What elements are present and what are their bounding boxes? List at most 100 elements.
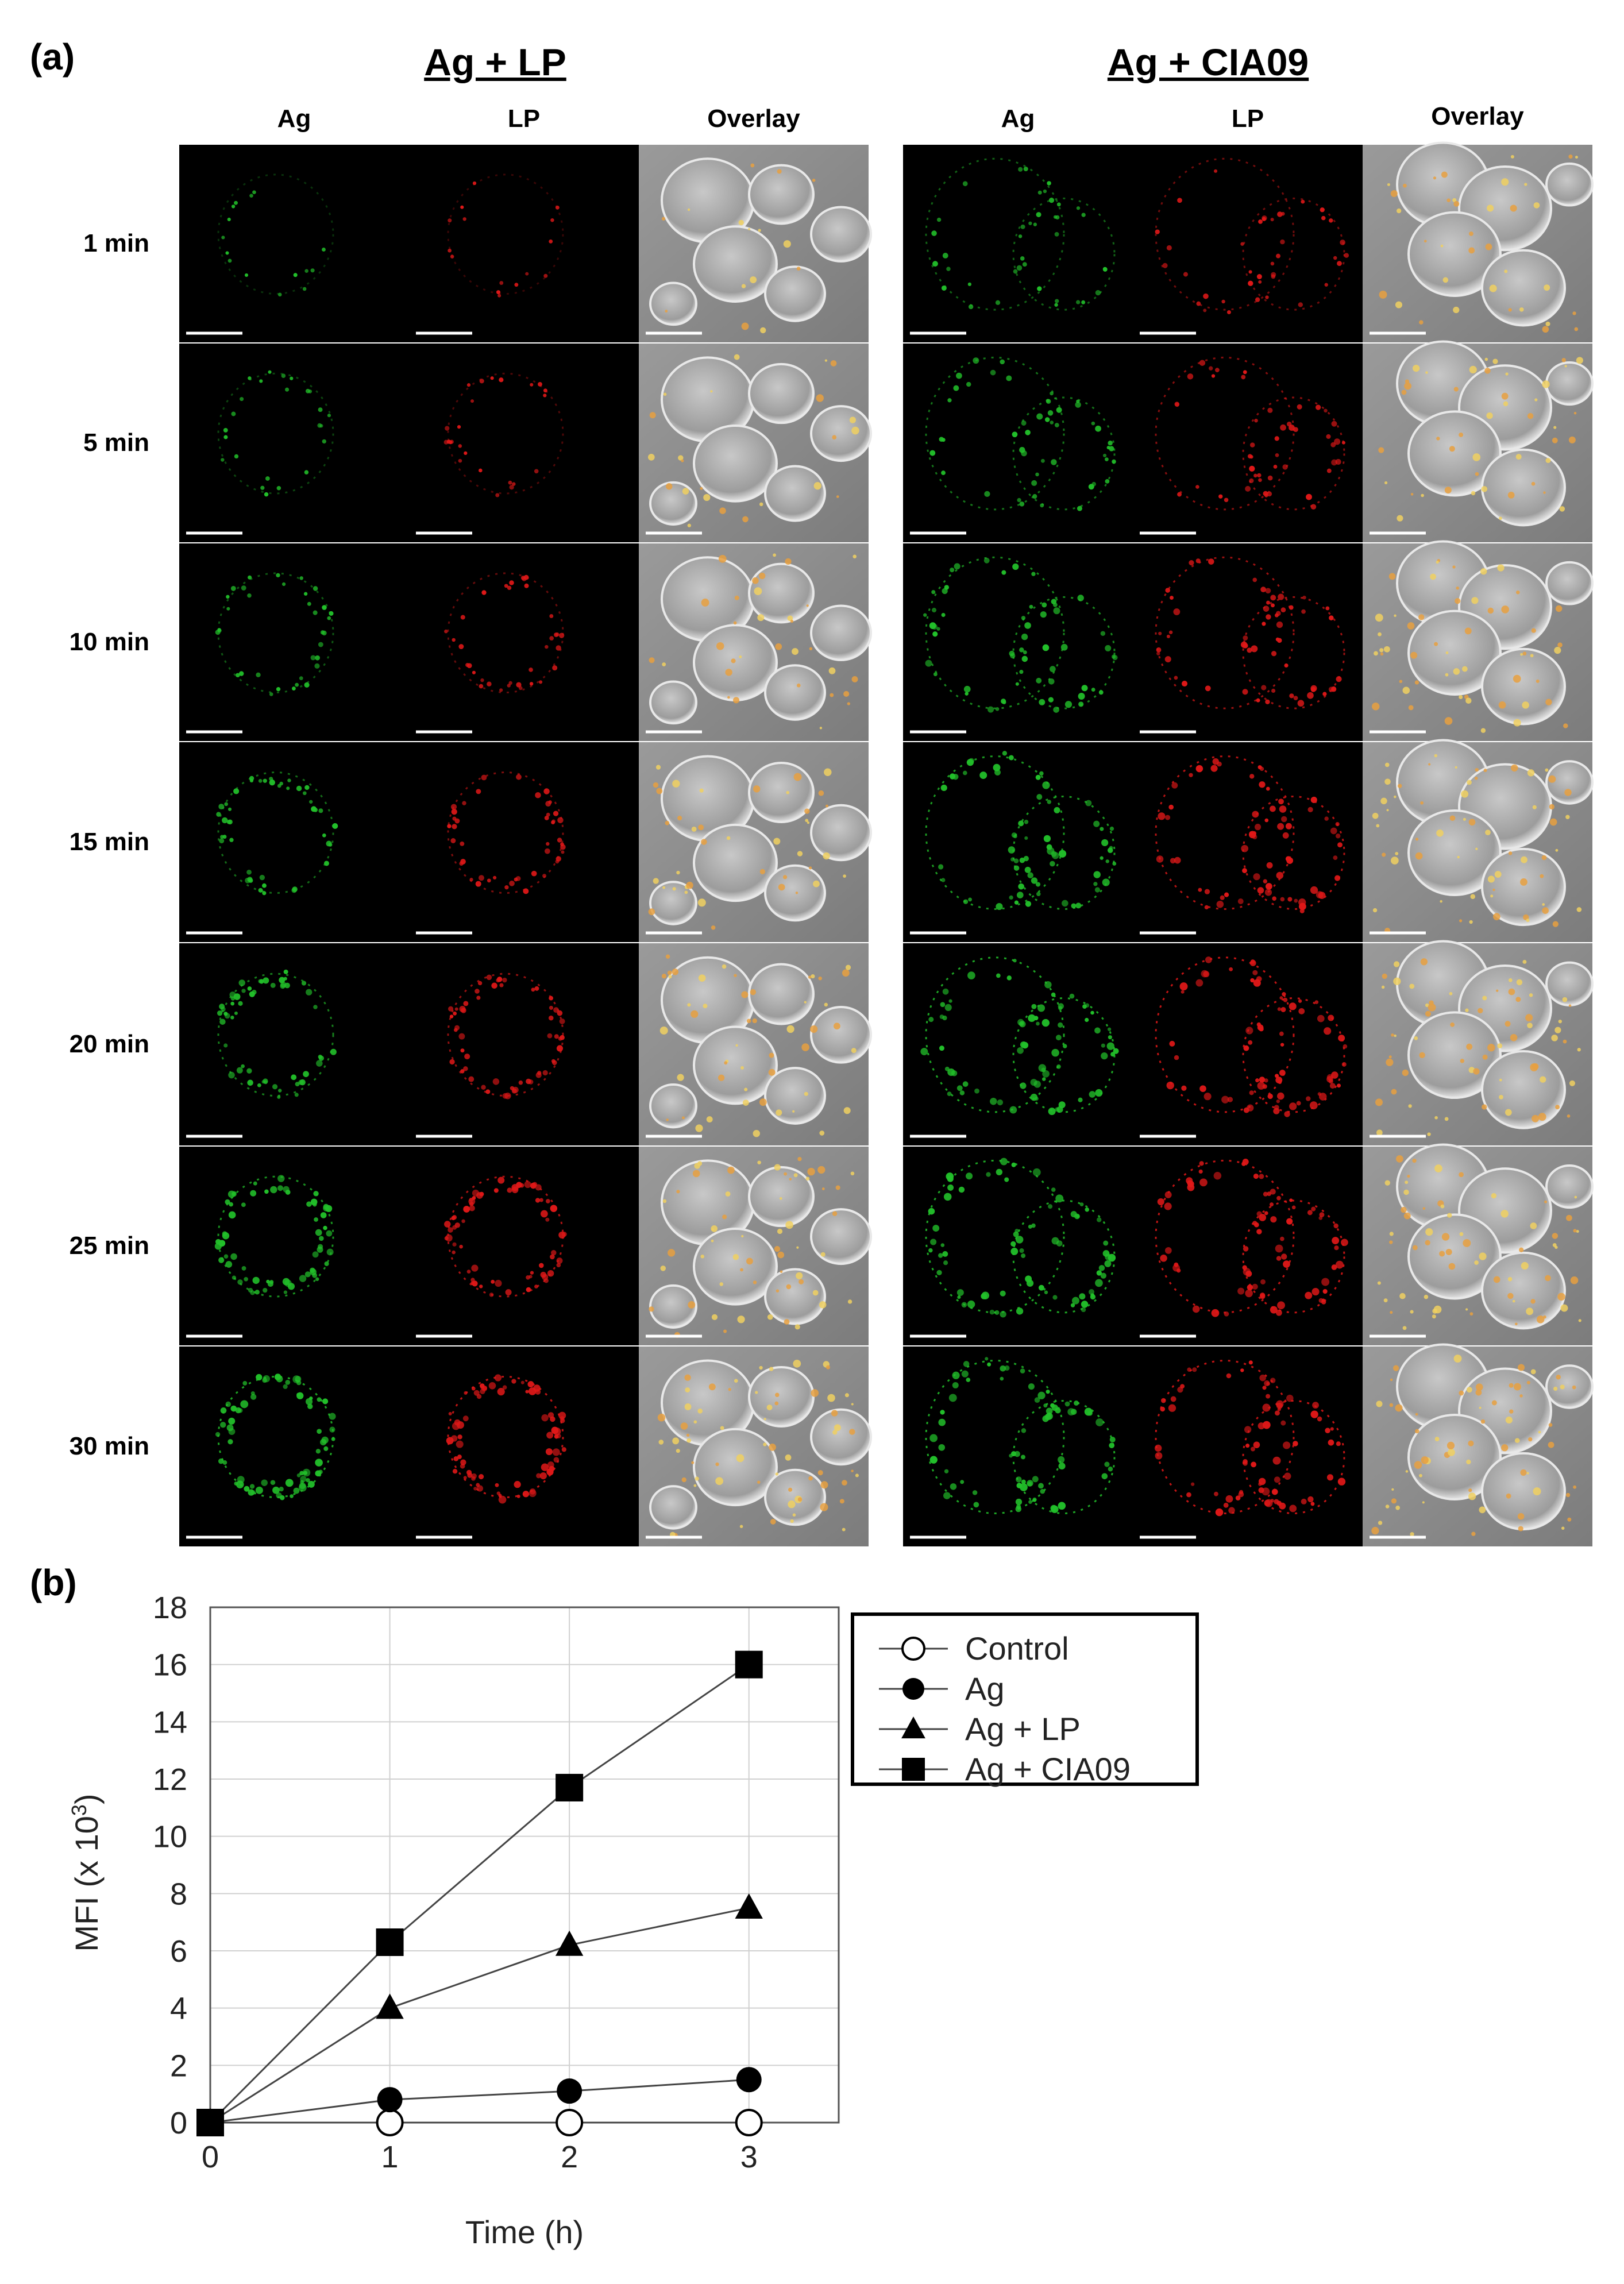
micro-tile-g0-r4-c1 bbox=[409, 943, 639, 1145]
point-3-2 bbox=[556, 1773, 584, 1801]
panel-b-label: (b) bbox=[30, 1562, 77, 1603]
cell bbox=[649, 1284, 697, 1329]
point-0-1 bbox=[376, 2109, 404, 2136]
cell bbox=[748, 164, 815, 225]
micro-tile-g0-r0-c2 bbox=[639, 145, 872, 342]
col-head-ag-lp-lp: LP bbox=[507, 105, 541, 133]
cell bbox=[693, 823, 778, 902]
legend-label-2: Ag + LP bbox=[965, 1711, 1081, 1747]
micro-tile-g0-r1-c1 bbox=[409, 344, 639, 542]
cell bbox=[693, 225, 778, 303]
col-head-cia09-ag: Ag bbox=[1001, 105, 1035, 133]
cell bbox=[1407, 211, 1502, 297]
series-line-1 bbox=[210, 2078, 749, 2124]
cell bbox=[1407, 1213, 1502, 1300]
micro-tile-g0-r1-c0 bbox=[179, 344, 409, 542]
legend-label-3: Ag + CIA09 bbox=[965, 1751, 1131, 1787]
point-3-1 bbox=[376, 1928, 404, 1957]
y-tick-label: 14 bbox=[153, 1705, 187, 1739]
cell bbox=[810, 804, 872, 862]
y-axis-label-main: MFI (x 10 bbox=[68, 1816, 105, 1951]
group-title-ag-lp: Ag + LP bbox=[424, 41, 566, 83]
cell bbox=[1407, 1011, 1502, 1099]
col-head-cia09-lp: LP bbox=[1231, 105, 1264, 133]
micro-tile-g0-r0-c1 bbox=[409, 145, 639, 342]
y-axis-label-sup: 3 bbox=[67, 1804, 91, 1816]
cell bbox=[810, 604, 872, 661]
micro-tile-g0-r6-c2 bbox=[639, 1347, 872, 1546]
micro-tile-g1-r0-c0 bbox=[903, 145, 1133, 342]
y-tick-label: 2 bbox=[170, 2048, 187, 2083]
cell bbox=[748, 762, 815, 823]
cell bbox=[810, 405, 872, 462]
legend-label-0: Control bbox=[965, 1630, 1069, 1666]
legend-label-1: Ag bbox=[965, 1670, 1005, 1707]
x-tick-label: 3 bbox=[740, 2140, 758, 2174]
y-tick-label: 16 bbox=[153, 1648, 187, 1683]
cell bbox=[1545, 1364, 1594, 1409]
series-line-2 bbox=[210, 1907, 750, 2124]
y-tick-label: 8 bbox=[170, 1877, 187, 1911]
micro-tile-g1-r2-c0 bbox=[903, 543, 1133, 741]
micro-tile-g0-r2-c0 bbox=[179, 543, 409, 741]
point-3-0 bbox=[196, 2109, 224, 2136]
cell bbox=[810, 1005, 872, 1064]
micro-tile-g1-r1-c0 bbox=[903, 344, 1133, 542]
y-tick-label: 12 bbox=[153, 1762, 187, 1797]
cell bbox=[764, 265, 826, 322]
micro-tile-g1-r4-c2 bbox=[1363, 940, 1594, 1145]
row-label-1-min: 1 min bbox=[83, 229, 149, 257]
micro-tile-g1-r3-c0 bbox=[903, 742, 1133, 942]
y-tick-label: 4 bbox=[170, 1992, 187, 2026]
micro-tile-g0-r1-c2 bbox=[639, 344, 872, 542]
cell bbox=[764, 864, 826, 922]
micro-tile-g1-r3-c2 bbox=[1363, 739, 1594, 942]
micro-tile-g1-r6-c0 bbox=[903, 1347, 1133, 1546]
cell bbox=[748, 1166, 815, 1228]
y-axis-label-close: ) bbox=[68, 1793, 105, 1804]
micro-tile-g1-r2-c1 bbox=[1133, 543, 1363, 741]
point-1-3 bbox=[736, 2067, 762, 2093]
cell bbox=[693, 1228, 778, 1306]
cell bbox=[1545, 361, 1594, 406]
x-axis-label: Time (h) bbox=[465, 2214, 584, 2250]
group-title-ag-cia09: Ag + CIA09 bbox=[1107, 41, 1309, 83]
micro-tile-g0-r3-c2 bbox=[639, 742, 872, 942]
cell bbox=[1481, 847, 1566, 927]
micro-tile-g1-r5-c2 bbox=[1363, 1143, 1594, 1345]
micro-tile-g1-r4-c1 bbox=[1133, 943, 1363, 1145]
x-tick-label: 2 bbox=[561, 2140, 578, 2174]
row-label-25-min: 25 min bbox=[69, 1232, 149, 1260]
micro-tile-g1-r5-c1 bbox=[1133, 1147, 1363, 1345]
x-tick-labels: 0 1 2 3 bbox=[202, 2140, 758, 2174]
point-0-3 bbox=[735, 2109, 763, 2136]
cell bbox=[649, 680, 697, 725]
micro-tile-g0-r6-c0 bbox=[179, 1347, 409, 1546]
cell bbox=[748, 1366, 815, 1428]
micro-tile-g0-r5-c1 bbox=[409, 1147, 639, 1345]
cell bbox=[764, 1268, 826, 1325]
plot-frame bbox=[209, 1606, 840, 2124]
cell bbox=[693, 425, 778, 503]
cell bbox=[748, 963, 815, 1025]
row-label-30-min: 30 min bbox=[69, 1432, 149, 1460]
col-head-cia09-overlay: Overlay bbox=[1431, 102, 1524, 130]
x-tick-label: 1 bbox=[381, 2140, 399, 2174]
micro-tile-g1-r0-c2 bbox=[1363, 141, 1594, 342]
row-label-5-min: 5 min bbox=[83, 429, 149, 457]
micro-tile-g0-r2-c1 bbox=[409, 543, 639, 741]
micro-tile-g1-r0-c1 bbox=[1133, 145, 1363, 342]
cell bbox=[764, 1067, 826, 1125]
series-markers bbox=[196, 1650, 763, 2136]
cell bbox=[1545, 961, 1594, 1006]
legend-marker-3 bbox=[902, 1758, 925, 1781]
y-tick-label: 6 bbox=[170, 1934, 187, 1969]
cell bbox=[748, 562, 815, 624]
cell bbox=[1481, 1452, 1566, 1531]
micro-tile-g1-r1-c2 bbox=[1363, 340, 1594, 542]
cell bbox=[810, 1408, 872, 1466]
cell bbox=[1481, 647, 1566, 726]
cell bbox=[693, 1025, 778, 1105]
micro-tile-g1-r2-c2 bbox=[1363, 540, 1594, 741]
